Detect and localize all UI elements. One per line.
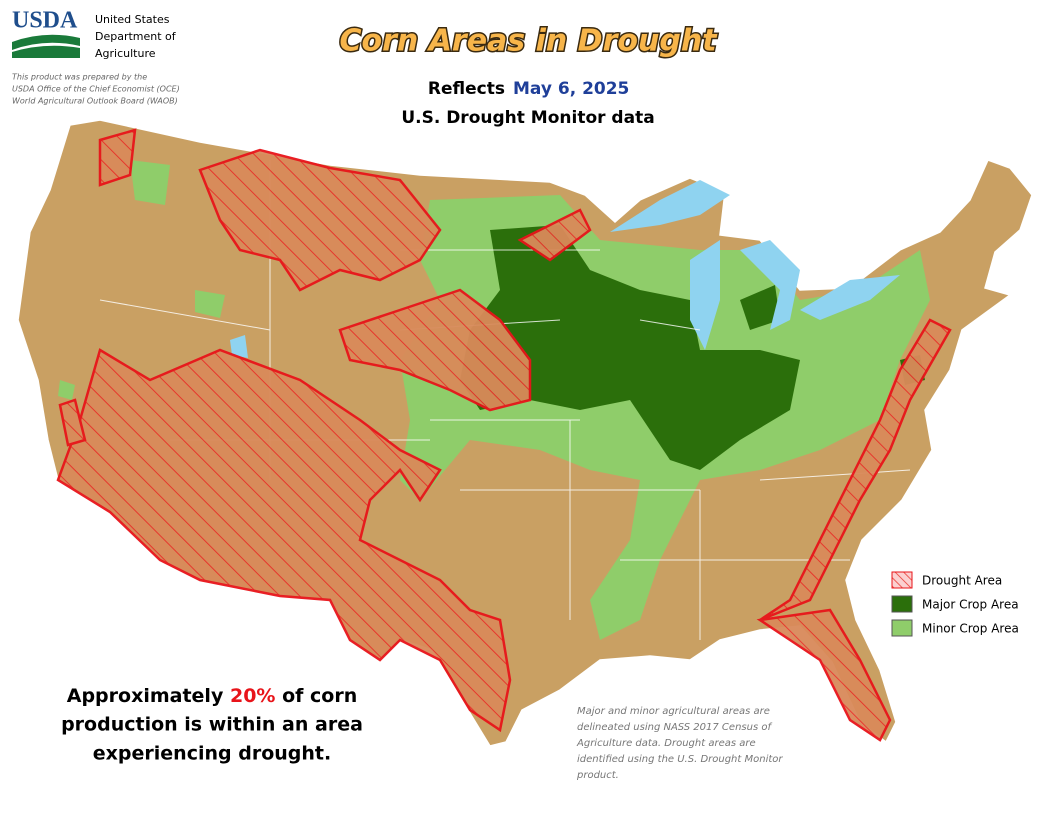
logo-swoosh bbox=[12, 34, 80, 50]
logo-text: USDA bbox=[12, 8, 78, 34]
lake bbox=[230, 180, 900, 358]
legend-swatch bbox=[891, 619, 913, 637]
logo-swoosh bbox=[12, 45, 80, 58]
drought-area bbox=[198, 148, 442, 292]
subtitle-prefix: Reflects bbox=[428, 79, 505, 99]
legend-swatch bbox=[891, 595, 913, 613]
summary-text: of corn bbox=[282, 685, 357, 707]
drought-area bbox=[517, 208, 592, 262]
summary-line: production is within an area bbox=[61, 714, 363, 736]
map-title: Corn Areas in Drought bbox=[339, 24, 718, 59]
agency-line: Agriculture bbox=[95, 47, 156, 60]
summary-highlight: 20% bbox=[230, 685, 275, 707]
credit-line: This product was prepared by the bbox=[12, 73, 147, 82]
summary-line: Approximately 20% of corn bbox=[67, 685, 357, 707]
subtitle-source: U.S. Drought Monitor data bbox=[401, 108, 654, 128]
agency-line: United States bbox=[95, 13, 170, 26]
drought-area bbox=[98, 128, 137, 187]
legend-swatch bbox=[891, 571, 913, 589]
note-line: delineated using NASS 2017 Census of bbox=[577, 722, 772, 733]
note-line: identified using the U.S. Drought Monito… bbox=[577, 754, 783, 765]
legend-label: Drought Area bbox=[922, 574, 1002, 588]
drought-area bbox=[759, 318, 952, 622]
credit-line: USDA Office of the Chief Economist (OCE) bbox=[12, 85, 180, 94]
legend-label: Major Crop Area bbox=[922, 598, 1019, 612]
drought-area bbox=[338, 288, 532, 412]
note-line: Agriculture data. Drought areas are bbox=[576, 738, 756, 749]
usda-logo: USDA bbox=[12, 8, 80, 58]
drought-area bbox=[58, 398, 87, 447]
note-line: product. bbox=[576, 770, 619, 781]
note-line: Major and minor agricultural areas are bbox=[577, 706, 770, 717]
us-map bbox=[17, 119, 1033, 747]
summary-line: experiencing drought. bbox=[93, 743, 331, 765]
credit-line: World Agricultural Outlook Board (WAOB) bbox=[12, 97, 178, 106]
legend-label: Minor Crop Area bbox=[922, 622, 1019, 636]
drought-area bbox=[756, 608, 892, 742]
subtitle-date: May 6, 2025 bbox=[513, 79, 629, 99]
summary-text: Approximately bbox=[67, 685, 224, 707]
drought-area bbox=[56, 348, 512, 733]
major-crop-area bbox=[460, 225, 800, 470]
agency-line: Department of bbox=[95, 30, 177, 43]
